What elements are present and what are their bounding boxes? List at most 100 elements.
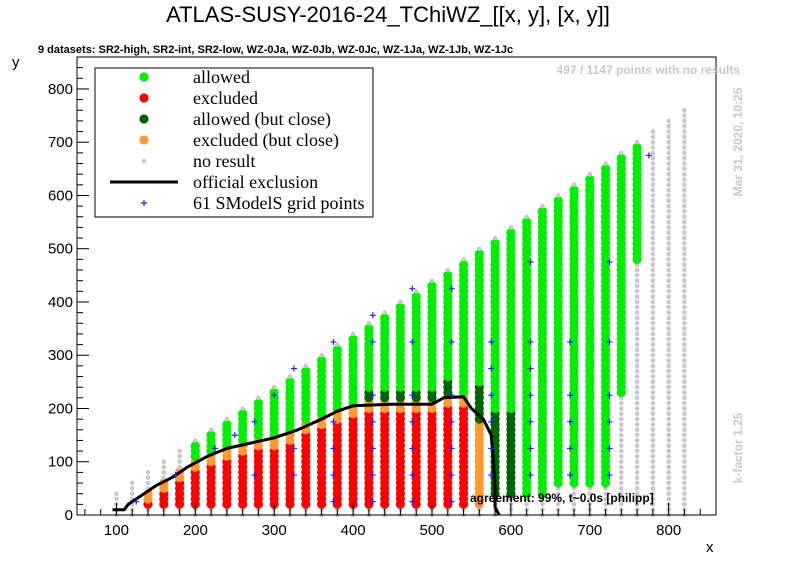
data-point	[682, 438, 687, 443]
data-point	[443, 270, 453, 280]
data-point	[413, 289, 419, 294]
data-point	[650, 161, 656, 166]
smodels-grid-point	[133, 498, 140, 505]
data-point	[634, 400, 640, 406]
data-point	[682, 416, 687, 422]
smodels-grid-point	[527, 365, 534, 372]
data-point	[585, 174, 595, 185]
data-point	[506, 228, 516, 238]
data-point	[240, 406, 245, 411]
data-point	[634, 422, 640, 427]
data-point	[650, 411, 656, 417]
data-point	[666, 166, 671, 172]
data-point	[666, 118, 671, 124]
data-point	[555, 502, 561, 507]
data-point	[682, 155, 687, 161]
data-point	[666, 305, 671, 310]
data-point	[650, 358, 656, 363]
data-point	[682, 502, 687, 507]
data-point	[682, 342, 687, 347]
data-point	[666, 411, 671, 417]
data-point	[666, 171, 671, 177]
data-point	[634, 315, 640, 321]
data-point	[666, 443, 671, 449]
smodels-grid-point	[330, 338, 337, 345]
data-point	[632, 142, 642, 153]
smodels-grid-point	[448, 418, 455, 425]
data-point	[587, 171, 593, 177]
data-point	[650, 187, 656, 193]
data-point	[650, 496, 656, 502]
data-point	[650, 368, 656, 374]
data-point	[650, 251, 656, 257]
data-point	[540, 502, 545, 507]
smodels-grid-point	[369, 418, 376, 425]
data-point	[650, 262, 656, 268]
data-point	[619, 443, 624, 449]
chart-subtitle: 9 datasets: SR2-high, SR2-int, SR2-low, …	[38, 44, 513, 56]
data-point	[650, 273, 656, 278]
data-point	[682, 161, 687, 166]
data-point	[619, 459, 624, 465]
data-point	[571, 182, 577, 188]
data-point	[335, 342, 340, 347]
data-point	[666, 139, 671, 145]
data-point	[161, 470, 167, 475]
data-point	[190, 441, 200, 451]
data-point	[682, 374, 687, 379]
data-point	[666, 230, 671, 235]
data-point	[301, 366, 311, 376]
data-point	[666, 289, 671, 294]
legend-label: allowed (but close)	[193, 109, 331, 130]
data-point	[666, 347, 671, 353]
data-point	[666, 406, 671, 411]
data-point	[650, 150, 656, 156]
data-point	[650, 294, 656, 300]
data-point	[666, 251, 671, 257]
data-point	[650, 166, 656, 172]
data-point	[666, 273, 671, 278]
smodels-grid-point	[409, 392, 416, 399]
data-point	[619, 411, 624, 417]
data-point	[650, 310, 656, 315]
data-point	[253, 398, 263, 408]
smodels-grid-point	[330, 472, 337, 479]
data-point	[555, 491, 561, 497]
data-point	[571, 502, 577, 507]
data-point	[650, 347, 656, 353]
data-point	[634, 390, 640, 395]
data-point	[603, 496, 608, 502]
data-point	[224, 416, 230, 422]
data-point	[650, 363, 656, 369]
data-point	[634, 379, 640, 385]
data-point	[634, 283, 640, 289]
data-point	[145, 470, 151, 475]
data-point	[650, 171, 656, 177]
smodels-grid-point	[527, 392, 534, 399]
y-axis-label: y	[12, 54, 20, 71]
data-point	[666, 134, 671, 140]
data-point	[650, 406, 656, 411]
data-point	[619, 448, 624, 454]
data-point	[619, 400, 624, 406]
smodels-grid-point	[369, 338, 376, 345]
data-point	[650, 352, 656, 358]
data-point	[666, 342, 671, 347]
legend-entry-allowed-close: allowed (but close)	[139, 109, 331, 130]
data-point	[537, 206, 548, 216]
data-point	[682, 454, 687, 459]
smodels-grid-point	[488, 418, 495, 425]
data-point	[634, 438, 640, 443]
data-point	[650, 283, 656, 289]
legend-dot-symbol	[139, 93, 149, 103]
y-tick-label: 700	[48, 134, 73, 151]
smodels-grid-point	[527, 472, 534, 479]
data-point	[161, 464, 167, 470]
data-point	[619, 427, 624, 433]
data-point	[445, 267, 451, 273]
data-point	[650, 384, 656, 390]
data-point	[601, 164, 611, 174]
smodels-grid-point	[369, 312, 376, 319]
data-point	[682, 251, 687, 257]
